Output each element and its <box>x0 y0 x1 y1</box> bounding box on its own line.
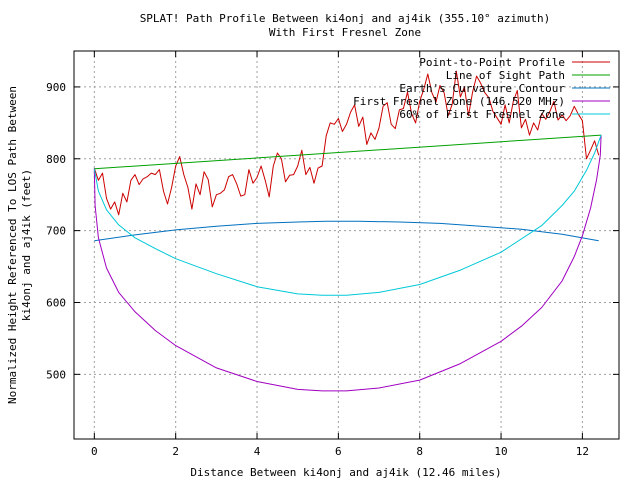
series-line-60-of-first-fresnel-zone <box>93 134 602 296</box>
chart-subtitle: With First Fresnel Zone <box>269 26 421 39</box>
series-line-line-of-sight-path <box>94 134 602 170</box>
series-line-first-fresnel-zone-146-520-mhz <box>93 135 602 392</box>
x-tick-label: 8 <box>416 445 423 458</box>
plot-frame <box>73 50 620 440</box>
y-tick-label: 600 <box>46 296 66 309</box>
legend-label: 60% of First Fresnel Zone <box>399 108 565 121</box>
x-tick-label: 2 <box>172 445 179 458</box>
x-tick-label: 0 <box>91 445 98 458</box>
y-tick-label: 800 <box>46 153 66 166</box>
y-tick-label: 700 <box>46 225 66 238</box>
x-axis-label: Distance Between ki4onj and aj4ik (12.46… <box>190 466 501 479</box>
series-line-point-to-point-profile <box>93 70 600 216</box>
chart-title: SPLAT! Path Profile Between ki4onj and a… <box>140 12 551 25</box>
legend-label: First Fresnel Zone (146.520 MHz) <box>353 95 565 108</box>
y-tick-label: 500 <box>46 368 66 381</box>
y-axis-label-line-2: ki4onj and aj4ik (feet) <box>20 169 33 321</box>
y-axis-label-line-1: Normalized Height Referenced To LOS Path… <box>6 86 19 404</box>
legend-label: Point-to-Point Profile <box>419 56 565 69</box>
grid-lines <box>74 51 619 439</box>
x-tick-label: 6 <box>335 445 342 458</box>
x-tick-label: 10 <box>494 445 507 458</box>
legend-label: Earth's Curvature Contour <box>399 82 565 95</box>
x-tick-label: 12 <box>576 445 589 458</box>
axis-ticks: 0 2 4 6 8 10 12 500 600 700 800 900 <box>46 51 619 458</box>
series-layer <box>93 70 602 392</box>
legend-label: Line of Sight Path <box>446 69 565 82</box>
series-line-earth-s-curvature-contour <box>94 220 599 242</box>
y-tick-label: 900 <box>46 81 66 94</box>
x-tick-label: 4 <box>254 445 261 458</box>
